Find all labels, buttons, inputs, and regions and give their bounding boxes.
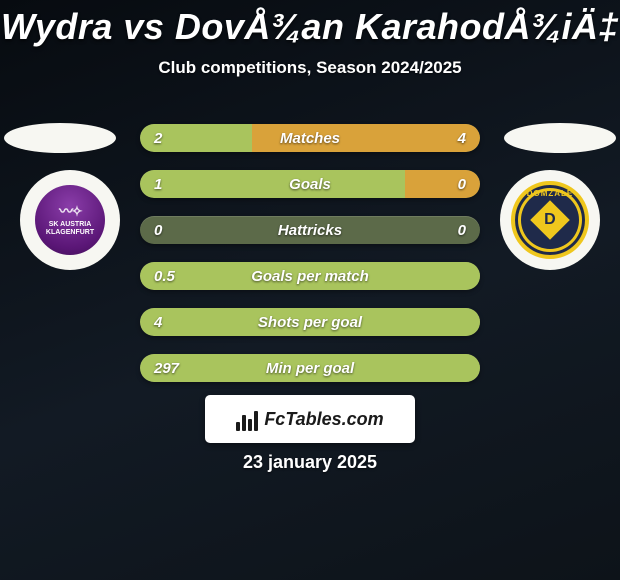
stat-row: Goals per match0.5 [140, 262, 480, 290]
club-badge-right: DOMŽALE D [500, 170, 600, 270]
stat-row: Goals10 [140, 170, 480, 198]
stat-row: Hattricks0 0 [140, 216, 480, 244]
brand-text: FcTables.com [264, 409, 383, 430]
stat-fill-left [140, 308, 480, 336]
club-logo-right-text: DOMŽALE [515, 189, 585, 198]
stat-value-left: 4 [154, 308, 162, 336]
stat-fill-left [140, 262, 480, 290]
stat-row: Shots per goal4 [140, 308, 480, 336]
stat-value-left: 297 [154, 354, 179, 382]
stat-fill-right [252, 124, 480, 152]
brand-chart-icon [236, 407, 260, 431]
stat-value-left: 0 [154, 216, 162, 244]
club-logo-left-graphic: 〰︎✧ [59, 204, 81, 219]
infographic-root: Wydra vs DovÅ¾an KarahodÅ¾iÄ‡ Club compe… [0, 0, 620, 580]
club-logo-left: 〰︎✧ SK AUSTRIA KLAGENFURT [35, 185, 105, 255]
page-subtitle: Club competitions, Season 2024/2025 [0, 58, 620, 78]
stat-value-right: 4 [458, 124, 466, 152]
brand-box: FcTables.com [205, 395, 415, 443]
club-logo-right: DOMŽALE D [511, 181, 589, 259]
club-badge-left: 〰︎✧ SK AUSTRIA KLAGENFURT [20, 170, 120, 270]
stat-value-right: 0 [458, 216, 466, 244]
club-logo-right-diamond: D [530, 200, 570, 240]
stat-fill-left [140, 354, 480, 382]
stat-label: Hattricks [140, 216, 480, 244]
page-title: Wydra vs DovÅ¾an KarahodÅ¾iÄ‡ [0, 0, 620, 48]
player-name-oval-right [504, 123, 616, 153]
stat-value-right: 0 [458, 170, 466, 198]
player-name-oval-left [4, 123, 116, 153]
stat-value-left: 0.5 [154, 262, 175, 290]
stats-bars: Matches24Goals10Hattricks00Goals per mat… [140, 124, 480, 400]
club-logo-left-text: SK AUSTRIA KLAGENFURT [35, 221, 105, 236]
stat-value-left: 1 [154, 170, 162, 198]
club-logo-right-letter: D [544, 211, 556, 229]
date-text: 23 january 2025 [0, 452, 620, 473]
stat-fill-right [405, 170, 480, 198]
stat-value-left: 2 [154, 124, 162, 152]
stat-row: Matches24 [140, 124, 480, 152]
stat-fill-left [140, 170, 405, 198]
stat-row: Min per goal297 [140, 354, 480, 382]
